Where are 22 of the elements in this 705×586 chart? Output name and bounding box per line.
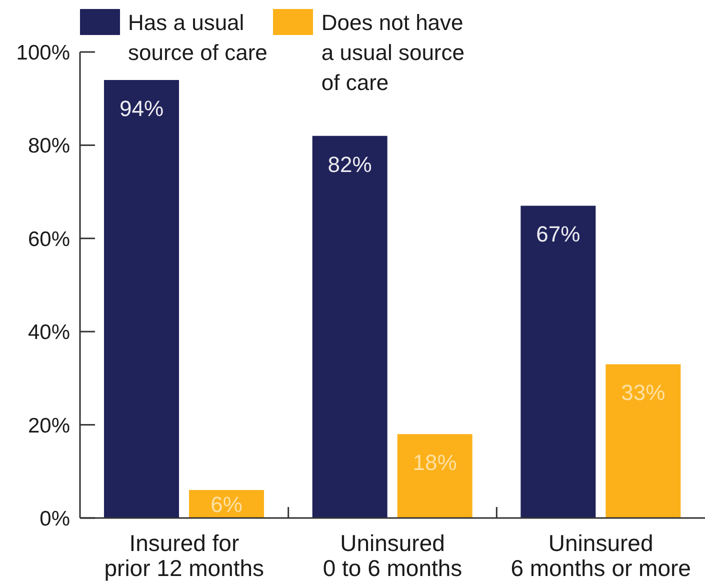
data-label: 82% bbox=[328, 152, 372, 177]
bar bbox=[397, 434, 472, 518]
x-tick-label: Uninsured 6 months or more bbox=[510, 530, 691, 581]
x-tick-label: Insured for prior 12 months bbox=[104, 530, 264, 581]
legend-label: Does not have a usual source of care bbox=[321, 9, 464, 97]
legend-label: Has a usual source of care bbox=[128, 9, 268, 67]
y-tick-label: 0% bbox=[40, 507, 70, 530]
data-label: 18% bbox=[412, 450, 457, 476]
y-tick-label: 80% bbox=[28, 134, 70, 158]
bar bbox=[104, 80, 179, 518]
data-label: 94% bbox=[119, 96, 164, 121]
bar bbox=[312, 136, 388, 518]
x-tick-label: Uninsured 0 to 6 months bbox=[322, 530, 462, 581]
data-label: 67% bbox=[536, 222, 580, 247]
y-tick-label: 20% bbox=[28, 414, 70, 438]
y-tick-label: 40% bbox=[28, 321, 70, 344]
y-tick-label: 100% bbox=[16, 41, 70, 64]
y-tick-label: 60% bbox=[28, 228, 70, 251]
bar bbox=[520, 206, 596, 518]
data-label: 33% bbox=[621, 380, 666, 406]
bar bbox=[606, 364, 681, 518]
data-label: 6% bbox=[210, 492, 242, 517]
